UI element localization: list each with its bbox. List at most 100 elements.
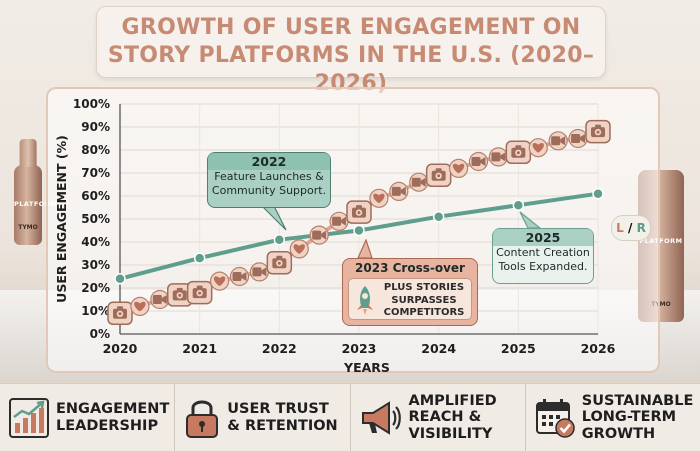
lr-badge-right: R xyxy=(636,221,646,235)
video-icon xyxy=(332,216,347,226)
y-tick-label: 20% xyxy=(81,281,110,295)
x-axis-label: YEARS xyxy=(343,360,390,375)
annotation-2023-body: PLUS STORIES SURPASSES COMPETITORS xyxy=(348,278,472,320)
y-tick-label: 30% xyxy=(81,258,110,272)
right-bottle-label: PLATFORM xyxy=(639,236,683,245)
x-tick-label: 2020 xyxy=(103,341,138,356)
lr-badge-separator: / xyxy=(628,221,637,235)
data-point-plus-stories xyxy=(488,147,509,167)
annotation-2022: 2022 Feature Launches & Community Suppor… xyxy=(207,152,331,208)
lock-icon xyxy=(186,400,219,438)
annotation-2022-heading: 2022 xyxy=(208,153,330,170)
left-bottle-cap xyxy=(19,139,37,167)
video-icon xyxy=(312,230,327,240)
feature-3-line1: AMPLIFIED xyxy=(408,392,497,409)
feature-3-line3: VISIBILITY xyxy=(408,425,493,442)
y-tick-label: 40% xyxy=(81,235,110,249)
feature-2-line2: & RETENTION xyxy=(227,417,338,434)
data-point-plus-stories xyxy=(266,250,293,275)
data-point-plus-stories xyxy=(369,188,389,208)
video-icon xyxy=(152,295,167,304)
x-tick-label: 2023 xyxy=(342,341,377,356)
feature-4-line2: LONG-TERM xyxy=(581,409,677,426)
feature-1-line1: ENGAGEMENT xyxy=(56,401,170,417)
feature-2-line1: USER TRUST xyxy=(227,401,329,417)
data-point-competitors xyxy=(193,252,206,264)
y-axis-label: USER ENGAGEMENT (%) xyxy=(54,135,69,303)
feature-4-line3: GROWTH xyxy=(581,425,656,442)
data-point-plus-stories xyxy=(409,172,429,192)
annotation-2025: 2025 Content Creation Tools Expanded. xyxy=(492,228,594,284)
calendar-check-icon xyxy=(535,398,575,438)
megaphone-icon xyxy=(361,400,401,435)
data-point-plus-stories xyxy=(468,151,489,172)
left-bottle-brand: TYMO xyxy=(18,224,38,231)
data-point-plus-stories xyxy=(389,181,409,201)
data-point-plus-stories xyxy=(329,211,349,231)
y-tick-label: 100% xyxy=(73,97,110,111)
chart-title-banner: GROWTH OF USER ENGAGEMENT ON STORY PLATF… xyxy=(96,6,606,96)
data-point-plus-stories xyxy=(209,271,230,291)
annotation-2023-heading: 2023 Cross-over xyxy=(355,261,465,275)
data-point-plus-stories xyxy=(249,262,270,282)
annotation-2025-text: Content Creation Tools Expanded. xyxy=(496,246,590,273)
data-point-competitors xyxy=(353,224,365,237)
video-icon xyxy=(471,157,486,166)
rocket-icon xyxy=(357,286,373,315)
y-tick-label: 70% xyxy=(81,166,110,180)
data-point-plus-stories xyxy=(150,289,170,310)
data-point-competitors xyxy=(114,273,126,285)
annotation-2023-text: PLUS STORIES SURPASSES COMPETITORS xyxy=(383,282,465,318)
video-icon xyxy=(571,134,586,143)
data-point-plus-stories xyxy=(186,280,213,305)
feature-sustainable-growth: SUSTAINABLE LONG-TERM GROWTH xyxy=(524,384,700,451)
feature-engagement-leadership: ENGAGEMENT LEADERSHIP xyxy=(0,384,174,451)
callout-pointer xyxy=(260,205,287,231)
video-icon xyxy=(411,177,426,187)
data-point-plus-stories xyxy=(346,200,372,224)
engagement-chart: 0% 10% 20% 30% 40% 50% 60% 70% 80% 90% 100% 2020 202… xyxy=(54,97,616,375)
data-point-plus-stories xyxy=(505,140,532,165)
x-tick-label: 2025 xyxy=(501,341,536,356)
y-tick-label: 90% xyxy=(81,120,110,134)
video-icon xyxy=(491,152,506,162)
data-point-competitors xyxy=(432,210,445,223)
y-tick-label: 10% xyxy=(81,304,110,318)
right-bottle-brand: TYMO xyxy=(651,301,671,308)
lr-badge: L / R xyxy=(611,215,651,241)
data-point-plus-stories xyxy=(585,119,611,144)
left-bottle-label: PLATFORM xyxy=(14,200,58,209)
feature-amplified-reach: AMPLIFIED REACH & VISIBILITY xyxy=(349,384,525,451)
data-point-plus-stories xyxy=(107,301,133,326)
annotation-2023-crossover: 2023 Cross-over PLUS STORIES SURPASSES C… xyxy=(342,258,478,326)
data-point-plus-stories xyxy=(528,138,548,158)
data-point-plus-stories xyxy=(130,296,150,316)
data-point-competitors xyxy=(512,199,525,211)
lr-badge-left: L xyxy=(616,221,624,235)
y-tick-label: 50% xyxy=(81,212,110,226)
x-tick-label: 2022 xyxy=(262,341,297,356)
data-point-plus-stories xyxy=(548,131,568,151)
feature-3-line2: REACH & xyxy=(408,409,482,426)
video-icon xyxy=(252,267,267,277)
x-tick-label: 2026 xyxy=(581,341,616,356)
x-tick-label: 2021 xyxy=(182,341,217,356)
annotation-2022-text: Feature Launches & Community Support. xyxy=(211,170,327,197)
data-point-competitors xyxy=(592,187,604,200)
annotation-2025-heading: 2025 xyxy=(493,229,593,246)
data-point-plus-stories xyxy=(568,128,588,149)
chart-title-line1: GROWTH OF USER ENGAGEMENT ON xyxy=(121,15,581,40)
feature-1-line2: LEADERSHIP xyxy=(56,417,159,434)
feature-user-trust: USER TRUST & RETENTION xyxy=(174,384,349,451)
y-tick-label: 80% xyxy=(81,143,110,157)
callout-pointer xyxy=(519,211,542,229)
data-point-plus-stories xyxy=(425,163,452,188)
y-tick-label: 60% xyxy=(81,189,110,203)
data-point-competitors xyxy=(273,233,286,246)
x-tick-label: 2024 xyxy=(421,341,456,356)
data-point-plus-stories xyxy=(289,239,309,259)
video-icon xyxy=(232,272,247,281)
data-point-plus-stories xyxy=(448,158,469,178)
video-icon xyxy=(391,186,406,196)
data-point-plus-stories xyxy=(309,225,329,245)
